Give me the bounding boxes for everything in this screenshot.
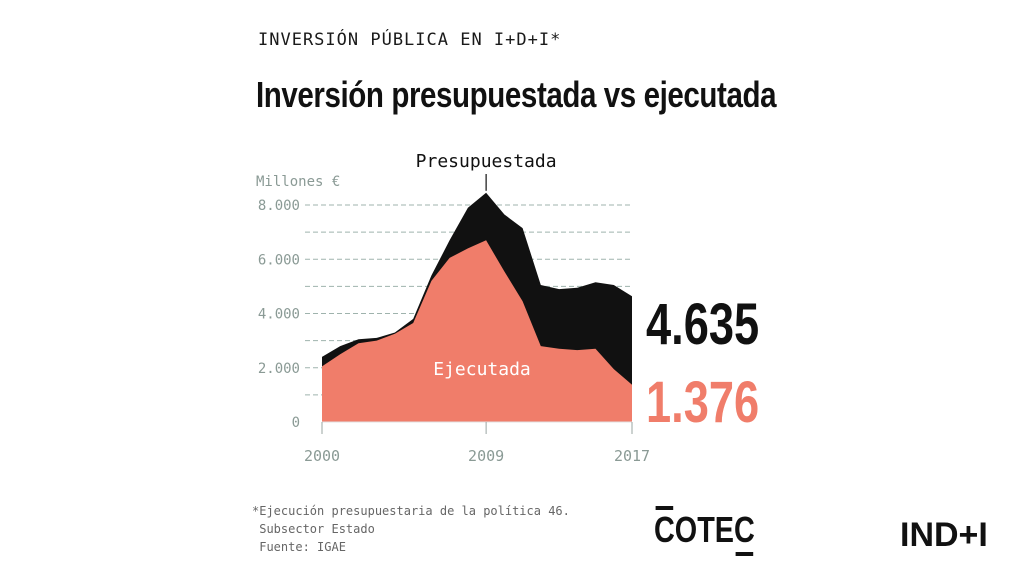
axis-layer: 0 2.000 4.000 6.000 8.000 Millones € 2000 2009 2… — [256, 174, 650, 465]
budget-end-value: 4.635 — [646, 292, 760, 357]
series-label-presupuestada: Presupuestada — [416, 151, 557, 172]
y-axis-label: Millones € — [256, 174, 340, 190]
y-tick-label: 8.000 — [258, 198, 300, 214]
y-tick-label: 6.000 — [258, 252, 300, 268]
footnote-line-2: Subsector Estado — [252, 522, 375, 536]
x-tick-label: 2017 — [614, 447, 650, 465]
series-label-ejecutada: Ejecutada — [433, 359, 531, 380]
chart-kicker: INVERSIÓN PÚBLICA EN I+D+I* — [258, 30, 562, 50]
y-tick-label: 2.000 — [258, 361, 300, 377]
x-tick-label: 2009 — [468, 447, 504, 465]
area-layer — [322, 192, 632, 422]
chart-title: Inversión presupuestada vs ejecutada — [256, 74, 777, 115]
label-layer: Presupuestada Ejecutada — [416, 151, 557, 380]
y-tick-label: 0 — [292, 415, 300, 431]
footnote: *Ejecución presupuestaria de la política… — [252, 502, 570, 556]
cotec-logo: COTEC — [654, 506, 755, 556]
indi-logo: IND+I — [900, 516, 988, 554]
x-tick-label: 2000 — [304, 447, 340, 465]
series-area-ejecutada — [322, 240, 632, 422]
footnote-line-1: *Ejecución presupuestaria de la política… — [252, 504, 570, 518]
executed-end-value: 1.376 — [646, 370, 760, 435]
y-tick-label: 4.000 — [258, 307, 300, 323]
footnote-line-3: Fuente: IGAE — [252, 540, 346, 554]
